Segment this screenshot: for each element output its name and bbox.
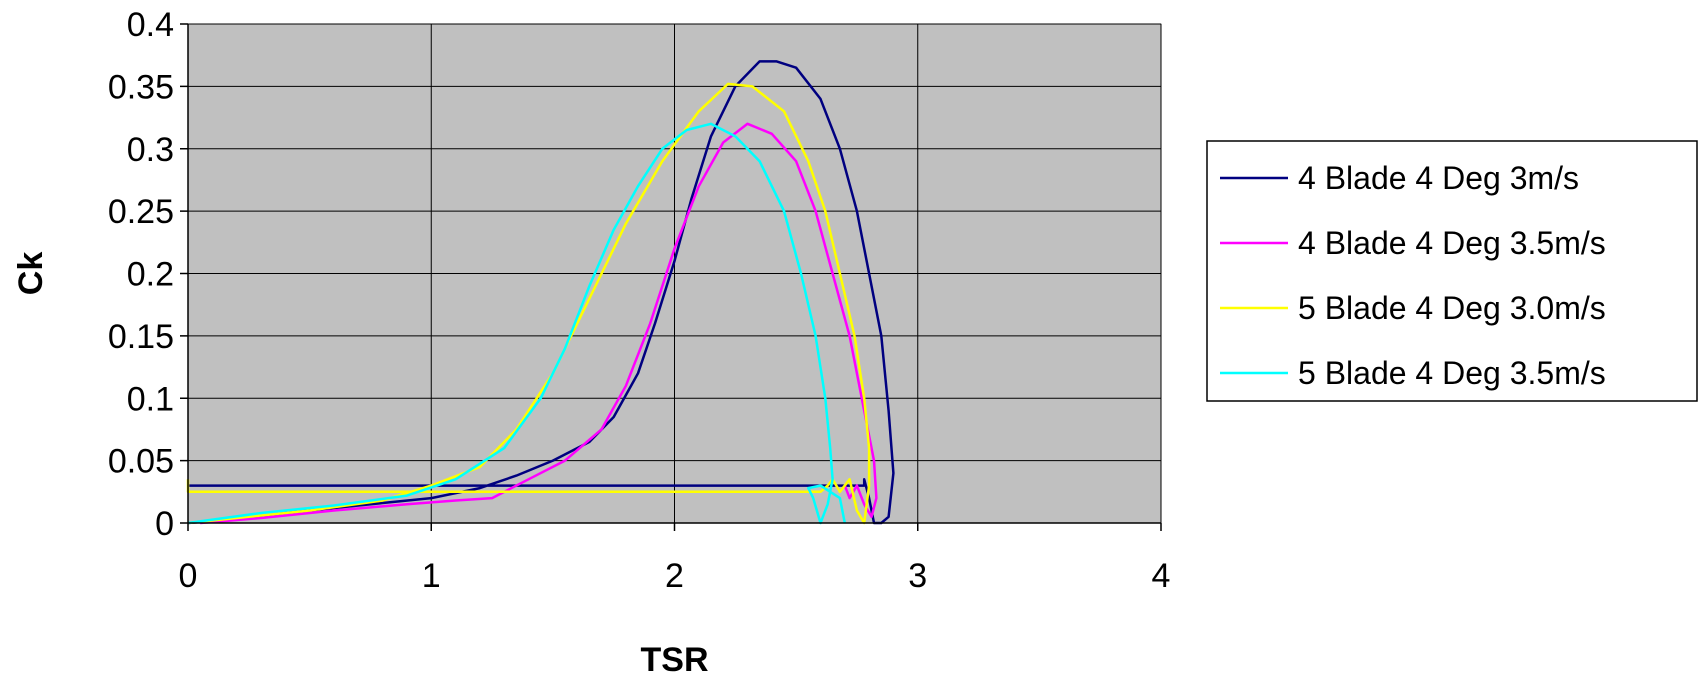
x-axis-title: TSR: [641, 641, 709, 679]
series-line: [186, 82, 871, 525]
legend-label: 4 Blade 4 Deg 3.5m/s: [1298, 225, 1606, 261]
series-line: [187, 122, 847, 525]
y-tick-label: 0.4: [127, 6, 174, 44]
legend-box: [1206, 140, 1698, 402]
series-lines: [186, 60, 895, 525]
y-tick-label: 0.2: [127, 256, 174, 294]
y-tick-label: 0.05: [108, 443, 174, 481]
y-tick-label: 0.1: [127, 380, 174, 418]
x-tick-label: 3: [908, 557, 927, 595]
tick-labels: 0 0.05 0.1 0.15 0.2 0.25 0.3 0.35 0.4 0 1 2 3 4: [108, 6, 1171, 595]
y-tick-label: 0.35: [108, 68, 174, 106]
x-tick-label: 2: [665, 557, 684, 595]
series-line: [200, 122, 878, 525]
y-tick-label: 0: [155, 505, 174, 543]
x-tick-label: 1: [422, 557, 441, 595]
y-axis-title: Ck: [12, 252, 50, 296]
grid-lines: [188, 23, 1162, 523]
axes: [180, 23, 1162, 531]
legend-label: 5 Blade 4 Deg 3.0m/s: [1298, 290, 1606, 326]
y-tick-label: 0.3: [127, 131, 174, 169]
x-tick-label: 0: [179, 557, 198, 595]
legend: 4 Blade 4 Deg 3m/s 4 Blade 4 Deg 3.5m/s 5 …: [1206, 140, 1698, 402]
series-line: [187, 60, 895, 525]
legend-label: 4 Blade 4 Deg 3m/s: [1298, 160, 1579, 196]
x-tick-label: 4: [1152, 557, 1171, 595]
y-tick-label: 0.25: [108, 193, 174, 231]
y-tick-label: 0.15: [108, 318, 174, 356]
legend-label: 5 Blade 4 Deg 3.5m/s: [1298, 355, 1606, 391]
